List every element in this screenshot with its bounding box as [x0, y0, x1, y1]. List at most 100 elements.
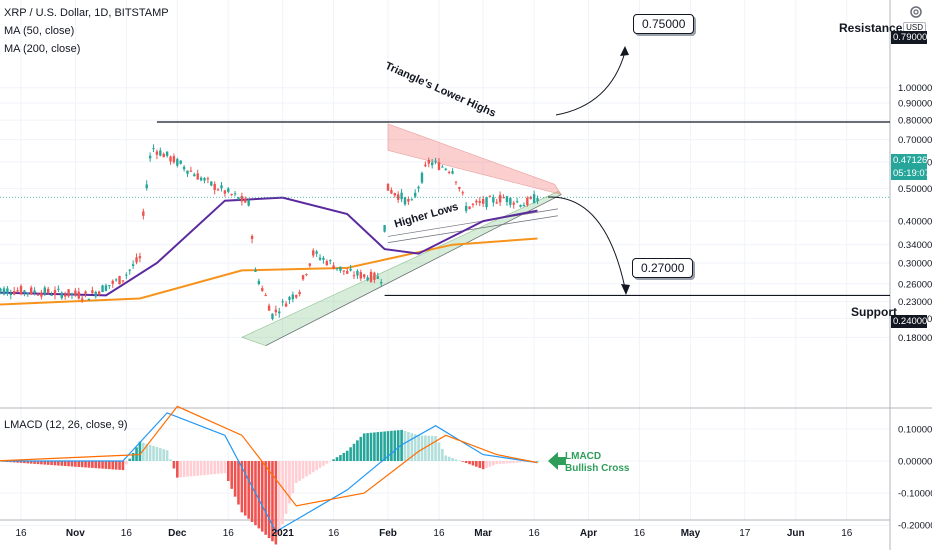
candle-body [169, 156, 172, 162]
candle-body [386, 183, 390, 191]
candle-body [522, 204, 526, 207]
time-tick-label: 16 [15, 528, 27, 539]
price-tick-label: 0.18000 [898, 333, 932, 344]
lmacd-legend[interactable]: LMACD (12, 26, close, 9) [4, 419, 128, 431]
lmacd-histogram-bar [420, 435, 424, 461]
lmacd-histogram-bar [434, 435, 437, 461]
candle-body [454, 181, 458, 183]
lmacd-histogram-bar [349, 447, 352, 461]
lmacd-histogram-bar [240, 461, 244, 513]
lmacd-histogram-bar [84, 461, 87, 468]
candle-body [509, 197, 512, 205]
candle-body [199, 177, 203, 181]
lmacd-histogram-bar [101, 461, 104, 469]
lmacd-histogram-bar [478, 461, 482, 468]
candle-body [77, 291, 80, 299]
candle-body [519, 204, 522, 207]
lmacd-histogram-bar [298, 461, 301, 481]
candle-body [114, 279, 118, 281]
lmacd-histogram-bar [16, 461, 19, 463]
lmacd-histogram-bar [196, 461, 200, 476]
lmacd-histogram-bar [63, 461, 67, 467]
lmacd-histogram-bar [512, 461, 516, 463]
lmacd-histogram-bar [369, 432, 373, 461]
time-tick-label: 16 [433, 528, 445, 539]
candle-body [33, 290, 36, 293]
lmacd-histogram-bar [155, 447, 159, 461]
price-tick-label: 0.70000 [898, 135, 932, 146]
candle-body [420, 172, 424, 183]
lmacd-histogram-bar [267, 461, 271, 539]
candle-body [189, 170, 193, 172]
candle-body [376, 276, 380, 279]
candle-body [261, 288, 264, 291]
lmacd-histogram-bar [366, 433, 369, 461]
lmacd-histogram-bar [230, 461, 233, 489]
target-up-callout: 0.75000 [633, 14, 695, 34]
lmacd-histogram-bar [138, 441, 142, 461]
time-tick-label: Dec [168, 528, 187, 539]
lmacd-histogram-bar [50, 461, 53, 466]
candle-body [352, 275, 356, 277]
candle-body [407, 199, 410, 202]
lmacd-histogram-bar [509, 461, 512, 464]
lmacd-histogram-bar [481, 461, 485, 470]
candle-body [532, 194, 536, 204]
lmacd-histogram-bar [94, 461, 98, 469]
lmacd-histogram-bar [464, 461, 468, 463]
lmacd-histogram-bar [495, 461, 499, 465]
candle-body [84, 291, 87, 294]
lmacd-histogram-bar [145, 443, 149, 461]
gear-icon[interactable] [908, 4, 924, 20]
lmacd-histogram-bar [413, 434, 417, 461]
time-tick-label: Feb [379, 528, 397, 539]
candle-body [271, 313, 274, 320]
lmacd-histogram-bar [97, 461, 101, 469]
lmacd-histogram-bar [162, 449, 166, 461]
lmacd-histogram-bar [318, 461, 322, 468]
candle-body [155, 151, 159, 155]
candle-body [43, 287, 46, 294]
ma50-path [0, 196, 538, 297]
lmacd-histogram-bar [114, 461, 118, 470]
lmacd-histogram-bar [322, 461, 325, 466]
candle-body [70, 293, 74, 295]
price-tick-label: 0.23000 [898, 297, 932, 308]
lmacd-histogram-bar [485, 461, 488, 468]
lmacd-histogram-bar [403, 430, 407, 461]
candle-body [2, 288, 6, 295]
ma200-legend[interactable]: MA (200, close) [4, 43, 81, 55]
price-tick-label: 1.00000 [898, 83, 932, 94]
candle-body [74, 290, 77, 295]
projection-arrows [547, 46, 630, 295]
lmacd-histogram-bar [237, 461, 240, 505]
time-tick-label: 2021 [272, 528, 295, 539]
lmacd-histogram-bar [243, 461, 247, 516]
lmacd-histogram-bar [159, 448, 162, 461]
lmacd-note-title: LMACD [565, 451, 602, 462]
lmacd-histogram-bar [274, 461, 278, 545]
candle-body [111, 280, 114, 284]
candle-body [63, 294, 67, 297]
lmacd-histogram-bar [342, 452, 346, 461]
lmacd-histogram-bar [325, 461, 329, 464]
candle-body [101, 285, 104, 293]
candle-body [329, 260, 332, 262]
candle-body [40, 292, 43, 297]
candle-body [488, 196, 492, 198]
lmacd-histogram-bar [417, 435, 420, 461]
symbol-legend[interactable]: XRP / U.S. Dollar, 1D, BITSTAMP [4, 7, 169, 19]
candle-body [97, 291, 101, 295]
support-label: Support [851, 305, 897, 319]
candle-body [50, 294, 53, 296]
bearish-arrowhead [621, 284, 630, 295]
candle-body [203, 178, 206, 181]
ma50-legend[interactable]: MA (50, close) [4, 25, 75, 37]
candle-body [213, 183, 216, 190]
candle-body [471, 203, 475, 205]
lmacd-histogram-bar [311, 461, 315, 473]
candle-body [366, 277, 369, 281]
lmacd-histogram-bar [519, 461, 522, 463]
lmacd-tick-label: -0.10000 [898, 489, 932, 500]
